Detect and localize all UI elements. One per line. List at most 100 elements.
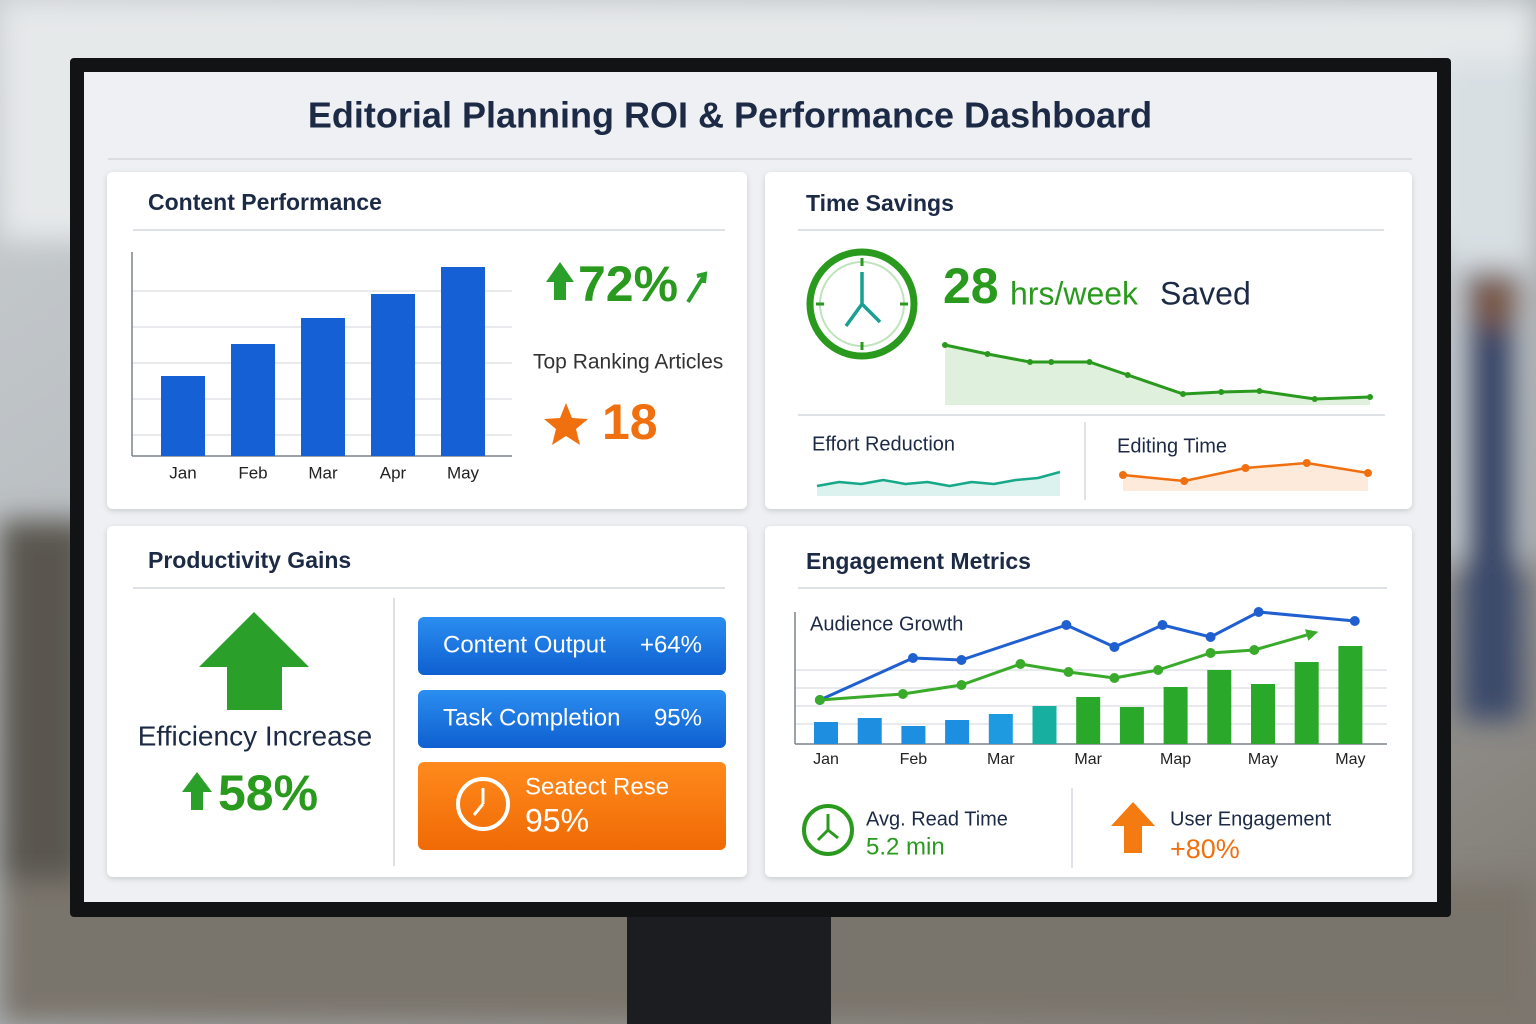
engagement-value: +80% bbox=[1170, 834, 1240, 864]
up-arrow-icon bbox=[182, 772, 212, 810]
bar-group: Jan Feb Mar Apr May bbox=[161, 267, 485, 482]
point bbox=[1061, 620, 1072, 630]
bar bbox=[988, 714, 1013, 744]
point bbox=[1015, 659, 1026, 669]
line bbox=[819, 633, 1308, 702]
point bbox=[814, 695, 825, 705]
x-tick-label: May bbox=[447, 463, 480, 482]
bar bbox=[371, 294, 415, 456]
x-tick-label: Map bbox=[1160, 751, 1191, 768]
point bbox=[1218, 389, 1225, 395]
ranking-value: 18 bbox=[602, 394, 658, 450]
metric-label: Content Output bbox=[443, 631, 606, 658]
read-time-value: 5.2 min bbox=[866, 833, 945, 860]
metric-button[interactable] bbox=[418, 690, 726, 748]
bar bbox=[441, 267, 485, 456]
metric-value: 95% bbox=[654, 704, 702, 731]
sparkline bbox=[1119, 459, 1372, 491]
bar bbox=[161, 376, 205, 456]
point bbox=[984, 351, 991, 357]
point bbox=[1119, 471, 1127, 479]
bar bbox=[231, 344, 275, 456]
point bbox=[1048, 359, 1055, 365]
x-tick-label: Mar bbox=[1074, 751, 1102, 768]
bar bbox=[1251, 684, 1275, 744]
panel-title: Engagement Metrics bbox=[806, 548, 1031, 574]
x-tick-label: Feb bbox=[238, 463, 267, 482]
line-arrowhead bbox=[1305, 629, 1319, 641]
point bbox=[1086, 359, 1093, 365]
point bbox=[956, 655, 967, 665]
bar bbox=[857, 718, 882, 744]
combo-chart: Jan Feb Mar Mar Map May May bbox=[813, 607, 1366, 768]
point bbox=[1367, 394, 1373, 400]
point bbox=[1027, 359, 1033, 365]
bar bbox=[1338, 646, 1363, 744]
editing-label: Editing Time bbox=[1117, 435, 1227, 457]
metric-button[interactable] bbox=[418, 617, 726, 675]
panel bbox=[107, 172, 747, 509]
efficiency-value: 58% bbox=[218, 765, 318, 821]
dashboard-title: Editorial Planning ROI & Performance Das… bbox=[308, 95, 1152, 136]
point bbox=[897, 689, 908, 699]
point bbox=[1205, 648, 1216, 658]
point bbox=[1311, 396, 1318, 402]
x-tick-label: Jan bbox=[813, 751, 839, 768]
point bbox=[942, 342, 948, 348]
point bbox=[1256, 388, 1263, 394]
trend-arrow-icon bbox=[686, 271, 708, 304]
bar bbox=[1163, 687, 1188, 744]
point bbox=[1249, 645, 1260, 655]
point bbox=[1124, 372, 1131, 378]
point bbox=[1180, 391, 1186, 397]
engagement-label: User Engagement bbox=[1170, 808, 1332, 830]
clock-icon bbox=[802, 804, 854, 856]
read-time-label: Avg. Read Time bbox=[866, 808, 1008, 830]
x-tick-label: May bbox=[1248, 751, 1278, 768]
point bbox=[1063, 667, 1074, 677]
x-tick-label: Apr bbox=[380, 463, 407, 482]
x-tick-label: Jan bbox=[169, 463, 196, 482]
panel bbox=[765, 172, 1412, 509]
big-up-arrow bbox=[199, 612, 309, 710]
point bbox=[1205, 632, 1216, 642]
chart-subtitle: Audience Growth bbox=[810, 613, 963, 635]
x-tick-label: Mar bbox=[987, 751, 1015, 768]
bar bbox=[814, 722, 838, 744]
panel-title: Content Performance bbox=[148, 189, 382, 215]
point bbox=[1349, 616, 1360, 626]
monitor-stand bbox=[627, 900, 831, 1024]
x-tick-label: May bbox=[1335, 751, 1365, 768]
bar bbox=[1076, 697, 1101, 744]
point bbox=[907, 653, 918, 663]
area bbox=[945, 345, 1370, 405]
saved-label: Saved bbox=[1160, 275, 1251, 311]
up-arrow-icon bbox=[1111, 802, 1155, 853]
point bbox=[1302, 459, 1311, 467]
point bbox=[1241, 464, 1250, 472]
clock-icon bbox=[456, 777, 510, 831]
point bbox=[1109, 673, 1120, 683]
point bbox=[1153, 665, 1164, 675]
bar bbox=[1207, 670, 1232, 744]
hours-unit: hrs/week bbox=[1010, 275, 1139, 311]
bar bbox=[1119, 707, 1144, 744]
x-tick-label: Mar bbox=[308, 463, 338, 482]
bar bbox=[301, 318, 345, 456]
panel-title: Time Savings bbox=[806, 190, 954, 216]
metric-value: 95% bbox=[525, 802, 589, 838]
x-tick-label: Feb bbox=[900, 751, 928, 768]
point bbox=[1109, 642, 1120, 652]
ranking-label: Top Ranking Articles bbox=[533, 351, 723, 374]
metric-label: Task Completion bbox=[443, 704, 620, 731]
bar bbox=[1032, 706, 1057, 744]
metric-value: +64% bbox=[640, 631, 702, 658]
metric-label: Seatect Rese bbox=[525, 773, 669, 800]
point bbox=[1180, 477, 1189, 485]
effort-label: Effort Reduction bbox=[812, 433, 955, 455]
bar bbox=[1294, 662, 1319, 744]
clock-icon bbox=[806, 248, 918, 360]
bar bbox=[945, 720, 970, 744]
line bbox=[816, 470, 1061, 488]
